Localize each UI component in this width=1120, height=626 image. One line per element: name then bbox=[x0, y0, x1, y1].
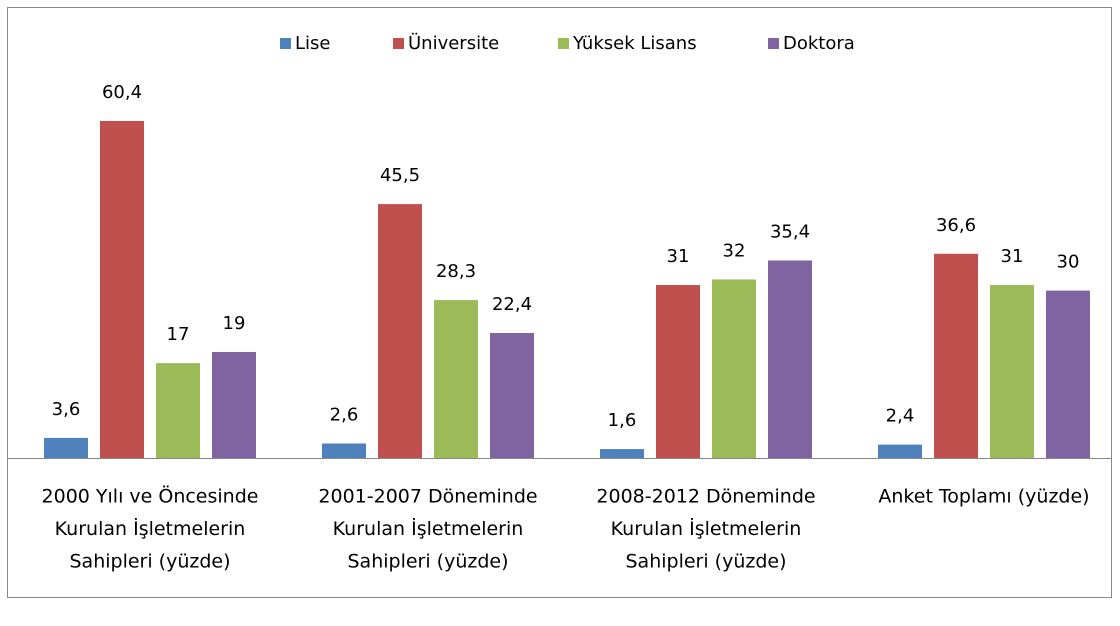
x-tick-label: 2001-2007 Döneminde bbox=[318, 486, 537, 508]
bar bbox=[656, 285, 700, 458]
data-label: 17 bbox=[167, 324, 190, 345]
legend-swatch bbox=[280, 38, 291, 49]
bar bbox=[878, 444, 922, 458]
data-label: 31 bbox=[667, 246, 690, 267]
data-label: 3,6 bbox=[52, 399, 81, 420]
data-label: 2,6 bbox=[330, 404, 359, 425]
legend-label: Doktora bbox=[783, 33, 855, 54]
data-label: 28,3 bbox=[436, 261, 476, 282]
data-label: 22,4 bbox=[492, 294, 532, 315]
data-label: 35,4 bbox=[770, 221, 810, 242]
data-label: 2,4 bbox=[886, 406, 915, 427]
x-tick-label: 2000 Yılı ve Öncesinde bbox=[42, 485, 259, 508]
x-tick-label: Kurulan İşletmelerin bbox=[611, 517, 802, 540]
legend-label: Lise bbox=[295, 33, 330, 54]
data-label: 19 bbox=[223, 313, 246, 334]
data-label: 30 bbox=[1057, 252, 1080, 273]
x-tick-label: Anket Toplamı (yüzde) bbox=[878, 486, 1089, 508]
bar bbox=[1046, 290, 1090, 458]
bar bbox=[378, 204, 422, 458]
legend-swatch bbox=[558, 38, 569, 49]
data-label: 31 bbox=[1001, 246, 1024, 267]
legend-swatch bbox=[393, 38, 404, 49]
x-tick-label: Sahipleri (yüzde) bbox=[347, 551, 508, 573]
x-tick-label: Kurulan İşletmelerin bbox=[55, 517, 246, 540]
data-label: 32 bbox=[723, 240, 746, 261]
x-tick-label: Kurulan İşletmelerin bbox=[333, 517, 524, 540]
bar bbox=[322, 443, 366, 458]
bar bbox=[990, 285, 1034, 458]
bar bbox=[44, 437, 88, 458]
x-tick-label: Sahipleri (yüzde) bbox=[69, 551, 230, 573]
bar bbox=[156, 363, 200, 458]
bar bbox=[490, 333, 534, 458]
bar bbox=[600, 449, 644, 458]
bar bbox=[712, 279, 756, 458]
bar bbox=[768, 260, 812, 458]
legend-swatch bbox=[768, 38, 779, 49]
legend-label: Üniversite bbox=[408, 32, 499, 54]
bar bbox=[212, 351, 256, 458]
data-label: 60,4 bbox=[102, 82, 142, 103]
data-label: 36,6 bbox=[936, 215, 976, 236]
x-tick-label: 2008-2012 Döneminde bbox=[596, 486, 815, 508]
x-tick-label: Sahipleri (yüzde) bbox=[625, 551, 786, 573]
bar bbox=[100, 120, 144, 458]
bar bbox=[434, 300, 478, 458]
data-label: 1,6 bbox=[608, 410, 637, 431]
chart-frame bbox=[7, 7, 1112, 598]
legend-label: Yüksek Lisans bbox=[572, 33, 697, 54]
bar bbox=[934, 253, 978, 458]
data-label: 45,5 bbox=[380, 165, 420, 186]
